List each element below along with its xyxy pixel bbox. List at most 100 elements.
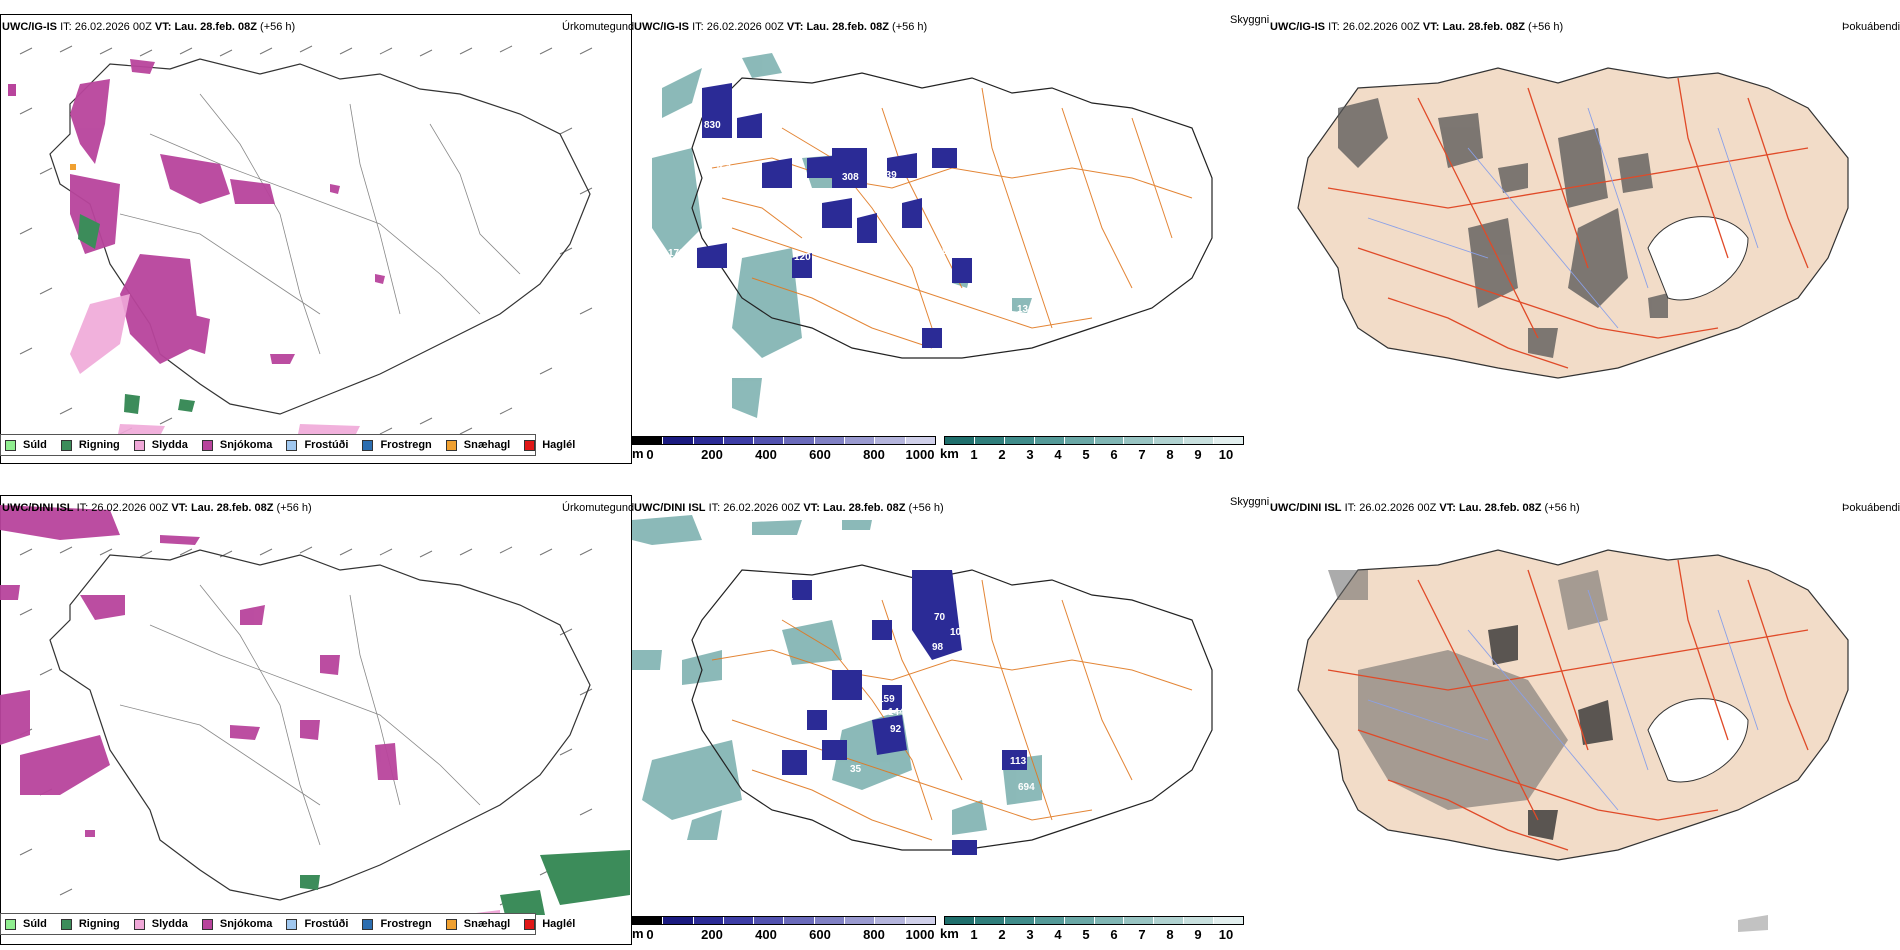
legend-swatch xyxy=(362,918,374,930)
visibility-tick: 8 xyxy=(1166,447,1174,462)
legend-label: Slydda xyxy=(151,439,188,451)
panel-title-visibility: Skyggni xyxy=(1230,496,1270,508)
panel-header: UWC/DINI ISL IT: 26.02.2026 00Z VT: Lau.… xyxy=(2,502,312,515)
legend-label: Haglél xyxy=(542,439,576,451)
panel-title-fog: Þokuábendi xyxy=(1842,502,1900,514)
init-time: 26.02.2026 00Z xyxy=(706,21,784,33)
legend-item: Frostregn xyxy=(362,918,432,930)
lead-time: (+56 h) xyxy=(1544,502,1580,514)
legend-item: Haglél xyxy=(524,918,575,930)
ceiling-colorbar-swatches xyxy=(632,436,936,445)
legend-swatch xyxy=(286,918,298,930)
legend-item: Haglél xyxy=(524,439,575,451)
valid-time-label: VT: xyxy=(786,21,804,33)
legend-label: Frostúði xyxy=(304,918,349,930)
visibility-tick: 7 xyxy=(1138,927,1146,942)
visibility-tick: 3 xyxy=(1026,927,1034,942)
visibility-tick: 1 xyxy=(970,927,978,942)
visibility-colorbar: km 1 2 3 4 5 6 7 8 9 10 xyxy=(940,916,1244,944)
map-frame xyxy=(0,14,632,464)
ceiling-label: 694 xyxy=(1018,782,1035,793)
model-name: UWC/IG-IS xyxy=(2,21,57,33)
legend-label: Snæhagl xyxy=(463,439,511,451)
legend-item: Frostúði xyxy=(286,439,348,451)
iceland-map-visibility: 37 70 102 98 159 144 92 60 113 694 35 xyxy=(632,515,1213,855)
legend-item: Snæhagl xyxy=(445,918,510,930)
legend-label: Haglél xyxy=(542,918,576,930)
model-name: UWC/DINI ISL xyxy=(1270,502,1342,514)
panel-header: UWC/DINI ISL IT: 26.02.2026 00Z VT: Lau.… xyxy=(634,502,944,515)
legend-label: Súld xyxy=(23,439,47,451)
ceiling-label: 70 xyxy=(934,612,946,623)
panel-header: UWC/DINI ISL IT: 26.02.2026 00Z VT: Lau.… xyxy=(1270,502,1580,515)
ceiling-label: 37 xyxy=(782,597,794,608)
ceiling-label: 92 xyxy=(890,724,902,735)
precip-type-legend: Súld Rigning Slydda Snjókoma Frostúði Fr… xyxy=(0,434,575,456)
legend-swatch xyxy=(524,918,536,930)
legend-swatch xyxy=(60,918,72,930)
init-time-label: IT: xyxy=(692,21,704,33)
lead-time: (+56 h) xyxy=(892,21,928,33)
legend-label: Rigning xyxy=(78,918,120,930)
valid-time: Lau. 28.feb. 08Z xyxy=(806,21,889,33)
legend-swatch xyxy=(133,439,145,451)
legend-item: Slydda xyxy=(133,918,188,930)
visibility-tick: 2 xyxy=(998,927,1006,942)
ceiling-label: 98 xyxy=(932,642,944,653)
legend-item: Snjókoma xyxy=(201,439,273,451)
ceiling-colorbar: m 0 200 400 600 800 1000 xyxy=(632,916,940,944)
legend-label: Snjókoma xyxy=(219,439,273,451)
ceiling-tick: 400 xyxy=(755,927,777,942)
visibility-unit: km xyxy=(940,446,959,461)
ceiling-label: 35 xyxy=(850,764,862,775)
legend-swatch xyxy=(5,918,16,930)
iceland-map-precip xyxy=(0,505,630,927)
fog-panel-top: 0 60 xyxy=(1268,28,1900,464)
ceiling-label: 194 xyxy=(742,137,759,148)
panel-header: UWC/IG-IS IT: 26.02.2026 00Z VT: Lau. 28… xyxy=(634,21,927,34)
legend-label: Frostregn xyxy=(380,439,432,451)
legend-label: Snjókoma xyxy=(219,918,273,930)
init-time-label: IT: xyxy=(708,502,721,514)
ceiling-label: 85 xyxy=(942,246,954,257)
visibility-tick: 2 xyxy=(998,447,1006,462)
ceiling-tick: 200 xyxy=(701,927,723,942)
ceiling-label: 830 xyxy=(704,120,721,131)
legend-swatch xyxy=(445,439,457,451)
visibility-tick: 5 xyxy=(1082,927,1090,942)
visibility-tick: 5 xyxy=(1082,447,1090,462)
precip-type-panel-bottom: Súld Rigning Slydda Snjókoma Frostúði Fr… xyxy=(0,495,640,945)
valid-time: Lau. 28.feb. 08Z xyxy=(190,502,274,514)
init-time: 26.02.2026 00Z xyxy=(91,502,169,514)
precip-type-panel-top: Súld Rigning Slydda Snjókoma Frostúði Fr… xyxy=(0,14,640,464)
ceiling-colorbar-swatches xyxy=(632,916,936,925)
ceiling-label: 13 xyxy=(1017,304,1029,315)
ceiling-label: 51 xyxy=(1004,288,1016,299)
ceiling-tick: 1000 xyxy=(905,447,935,462)
ceiling-label: 281 xyxy=(775,148,792,159)
init-time: 26.02.2026 00Z xyxy=(1342,21,1420,33)
valid-time-label: VT: xyxy=(803,502,820,514)
legend-item: Rigning xyxy=(60,918,120,930)
init-time-label: IT: xyxy=(76,502,89,514)
iceland-map-fog xyxy=(1297,549,1849,932)
ceiling-unit: m xyxy=(632,446,644,461)
visibility-tick: 7 xyxy=(1138,447,1146,462)
legend-item: Frostúði xyxy=(286,918,348,930)
legend-label: Súld xyxy=(23,918,47,930)
legend-item: Snæhagl xyxy=(445,439,511,451)
valid-time: Lau. 28.feb. 08Z xyxy=(174,21,257,33)
ceiling-tick: 800 xyxy=(863,447,885,462)
visibility-unit: km xyxy=(940,926,959,941)
ceiling-label: 120 xyxy=(794,252,811,263)
legend-swatch xyxy=(445,918,457,930)
ceiling-label: 159 xyxy=(878,694,895,705)
valid-time: Lau. 28.feb. 08Z xyxy=(1442,21,1525,33)
iceland-map-visibility: 830 700 429 194 281 130 308 739 152 178 … xyxy=(652,53,1213,418)
ceiling-tick: 1000 xyxy=(905,927,935,942)
precip-type-legend: Súld Rigning Slydda Snjókoma Frostúði Fr… xyxy=(0,913,575,935)
valid-time-label: VT: xyxy=(1439,502,1456,514)
lead-time: (+56 h) xyxy=(908,502,944,514)
visibility-tick: 4 xyxy=(1054,447,1062,462)
legend-swatch xyxy=(133,918,145,930)
